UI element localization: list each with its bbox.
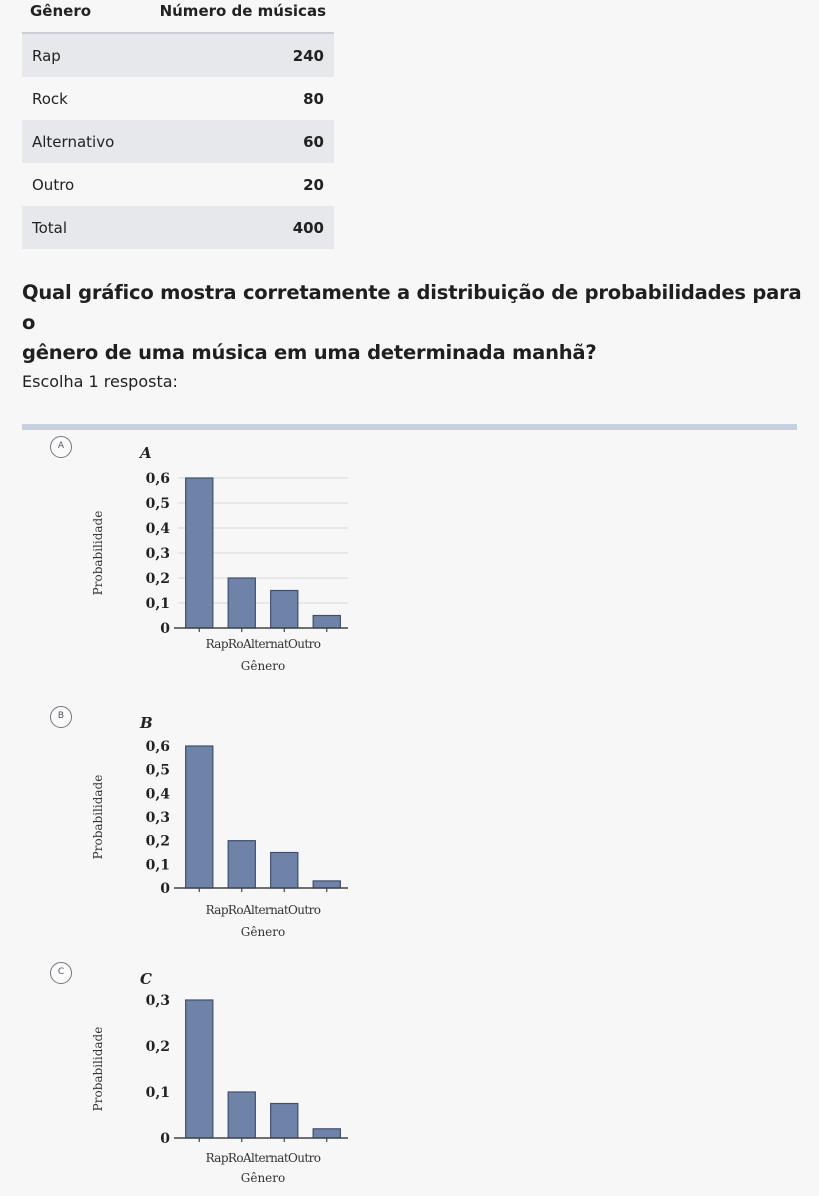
- y-axis-label: Probabilidade: [91, 511, 105, 596]
- question-text: Qual gráfico mostra corretamente a distr…: [22, 278, 812, 368]
- table-cell-genre: Rock: [32, 89, 68, 108]
- bar-rock: [227, 1091, 256, 1139]
- table-row: Total 400: [22, 206, 334, 249]
- table-row: Rap 240: [22, 33, 334, 77]
- table-cell-genre: Outro: [32, 175, 75, 194]
- x-axis-label: Gênero: [241, 925, 285, 939]
- radio-button-c[interactable]: C: [50, 962, 72, 984]
- bar-alternativo: [270, 851, 299, 889]
- bar-rap: [185, 745, 214, 889]
- x-tick-labels: RapRoAlternatOutro: [206, 637, 321, 651]
- y-tick-label: 0,6: [146, 739, 170, 755]
- bar-alternativo: [270, 1102, 299, 1139]
- y-tick-label: 0: [160, 881, 170, 897]
- table-row: Alternativo 60: [22, 120, 334, 163]
- y-tick-label: 0,3: [146, 993, 170, 1009]
- bar-chart-b: B 0 0,1 0,2 0,3 0,4 0,5 0,6 RapRoAlternatOutro Gê…: [91, 714, 348, 939]
- bar-rock: [227, 840, 256, 889]
- y-tick-label: 0: [160, 621, 170, 637]
- y-tick-label: 0,3: [146, 546, 170, 562]
- table-row: Rock 80: [22, 77, 334, 120]
- bar-rap: [185, 999, 214, 1139]
- y-tick-label: 0,5: [146, 496, 170, 512]
- bar-rock: [227, 577, 256, 629]
- question-line-1: Qual gráfico mostra corretamente a distr…: [22, 281, 802, 334]
- y-axis-label: Probabilidade: [91, 775, 105, 860]
- table-header-genre: Gênero: [22, 2, 135, 34]
- table-cell-count: 60: [134, 120, 334, 163]
- answer-instruction: Escolha 1 resposta:: [22, 372, 178, 391]
- x-tick-labels: RapRoAlternatOutro: [206, 1151, 321, 1165]
- answer-option-a[interactable]: A A 0 0,1 0,2 0,3 0,4 0,5 0,6 RapRoAlternatOutro…: [50, 436, 370, 686]
- chart-title: C: [140, 970, 152, 988]
- divider: [22, 424, 797, 430]
- table-cell-count: 240: [134, 33, 334, 77]
- table-row: Outro 20: [22, 163, 334, 206]
- y-tick-label: 0,2: [146, 571, 170, 587]
- question-line-2: gênero de uma música em uma determinada …: [22, 341, 597, 364]
- y-tick-label: 0,1: [146, 596, 170, 612]
- table-cell-genre: Total: [22, 206, 135, 249]
- radio-button-a[interactable]: A: [50, 436, 72, 458]
- bar-outro: [312, 880, 341, 889]
- y-tick-label: 0,4: [146, 521, 171, 537]
- answer-option-c[interactable]: C C 0 0,1 0,2 0,3 RapRoAlternatOutro Gênero Pro…: [50, 962, 370, 1192]
- y-tick-label: 0,2: [146, 1039, 170, 1055]
- x-axis-label: Gênero: [241, 1171, 285, 1185]
- bar-rap: [185, 477, 214, 629]
- chart-title: A: [138, 444, 152, 462]
- y-axis-label: Probabilidade: [91, 1027, 105, 1112]
- x-axis-label: Gênero: [241, 659, 285, 673]
- table-header-row: Gênero Número de músicas: [22, 2, 334, 34]
- y-tick-label: 0,6: [146, 471, 170, 487]
- y-tick-label: 0,1: [146, 857, 170, 873]
- y-tick-label: 0,3: [146, 810, 170, 826]
- bar-alternativo: [270, 589, 299, 629]
- bar-chart-a: A 0 0,1 0,2 0,3 0,4 0,5 0,6 RapRoAlternatOutro Gê…: [91, 444, 348, 673]
- y-tick-label: 0: [160, 1131, 170, 1147]
- bar-chart-c: C 0 0,1 0,2 0,3 RapRoAlternatOutro Gênero Proba…: [91, 970, 348, 1185]
- table-header-count: Número de músicas: [134, 2, 334, 34]
- y-tick-label: 0,1: [146, 1085, 170, 1101]
- table-cell-count: 80: [303, 89, 324, 108]
- bar-outro: [312, 614, 341, 629]
- y-tick-label: 0,5: [146, 763, 170, 779]
- radio-button-b[interactable]: B: [50, 706, 72, 728]
- table-cell-count: 20: [303, 175, 324, 194]
- answer-option-b[interactable]: B B 0 0,1 0,2 0,3 0,4 0,5 0,6 RapRoAlternatOutro…: [50, 706, 370, 956]
- y-tick-label: 0,2: [146, 834, 170, 850]
- table-cell-genre: Alternativo: [22, 120, 135, 163]
- genre-frequency-table: Gênero Número de músicas Rap 240 Rock 80…: [22, 2, 334, 249]
- y-tick-label: 0,4: [146, 786, 171, 802]
- bar-outro: [312, 1128, 341, 1139]
- chart-title: B: [139, 714, 153, 732]
- table-cell-genre: Rap: [22, 33, 135, 77]
- table-cell-count: 400: [134, 206, 334, 249]
- x-tick-labels: RapRoAlternatOutro: [206, 903, 321, 917]
